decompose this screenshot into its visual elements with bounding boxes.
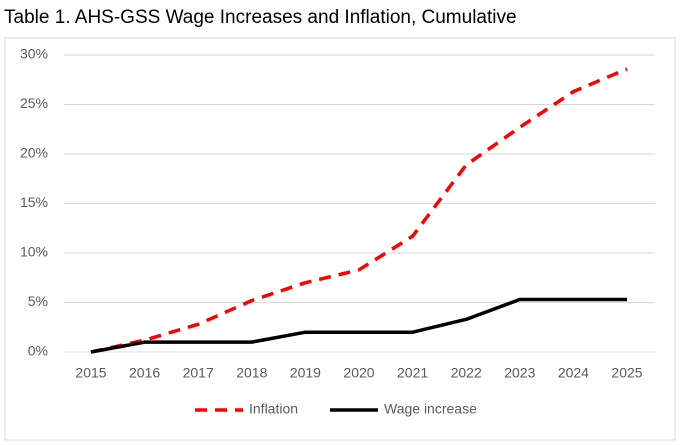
y-tick-label: 10% [20, 244, 48, 260]
x-tick-label: 2018 [236, 365, 267, 381]
chart-frame [4, 37, 676, 441]
x-tick-label: 2023 [504, 365, 535, 381]
x-tick-label: 2025 [611, 365, 642, 381]
line-series [90, 297, 627, 354]
x-tick-label: 2020 [343, 365, 374, 381]
x-tick-label: 2015 [75, 365, 106, 381]
x-tick-label: 2017 [183, 365, 214, 381]
y-tick-label: 15% [20, 194, 48, 210]
y-tick-label: 0% [28, 343, 48, 359]
x-tick-label: 2021 [397, 365, 428, 381]
x-tick-label: 2019 [290, 365, 321, 381]
chart-title: Table 1. AHS-GSS Wage Increases and Infl… [4, 7, 517, 28]
legend-label: Inflation [249, 401, 298, 417]
legend-label: Wage increase [384, 401, 477, 417]
y-tick-label: 5% [28, 293, 48, 309]
line-series [90, 67, 628, 354]
y-tick-label: 30% [20, 46, 48, 62]
y-tick-label: 25% [20, 95, 48, 111]
y-tick-label: 20% [20, 145, 48, 161]
x-tick-label: 2022 [451, 365, 482, 381]
x-tick-label: 2016 [129, 365, 160, 381]
x-tick-label: 2024 [558, 365, 589, 381]
